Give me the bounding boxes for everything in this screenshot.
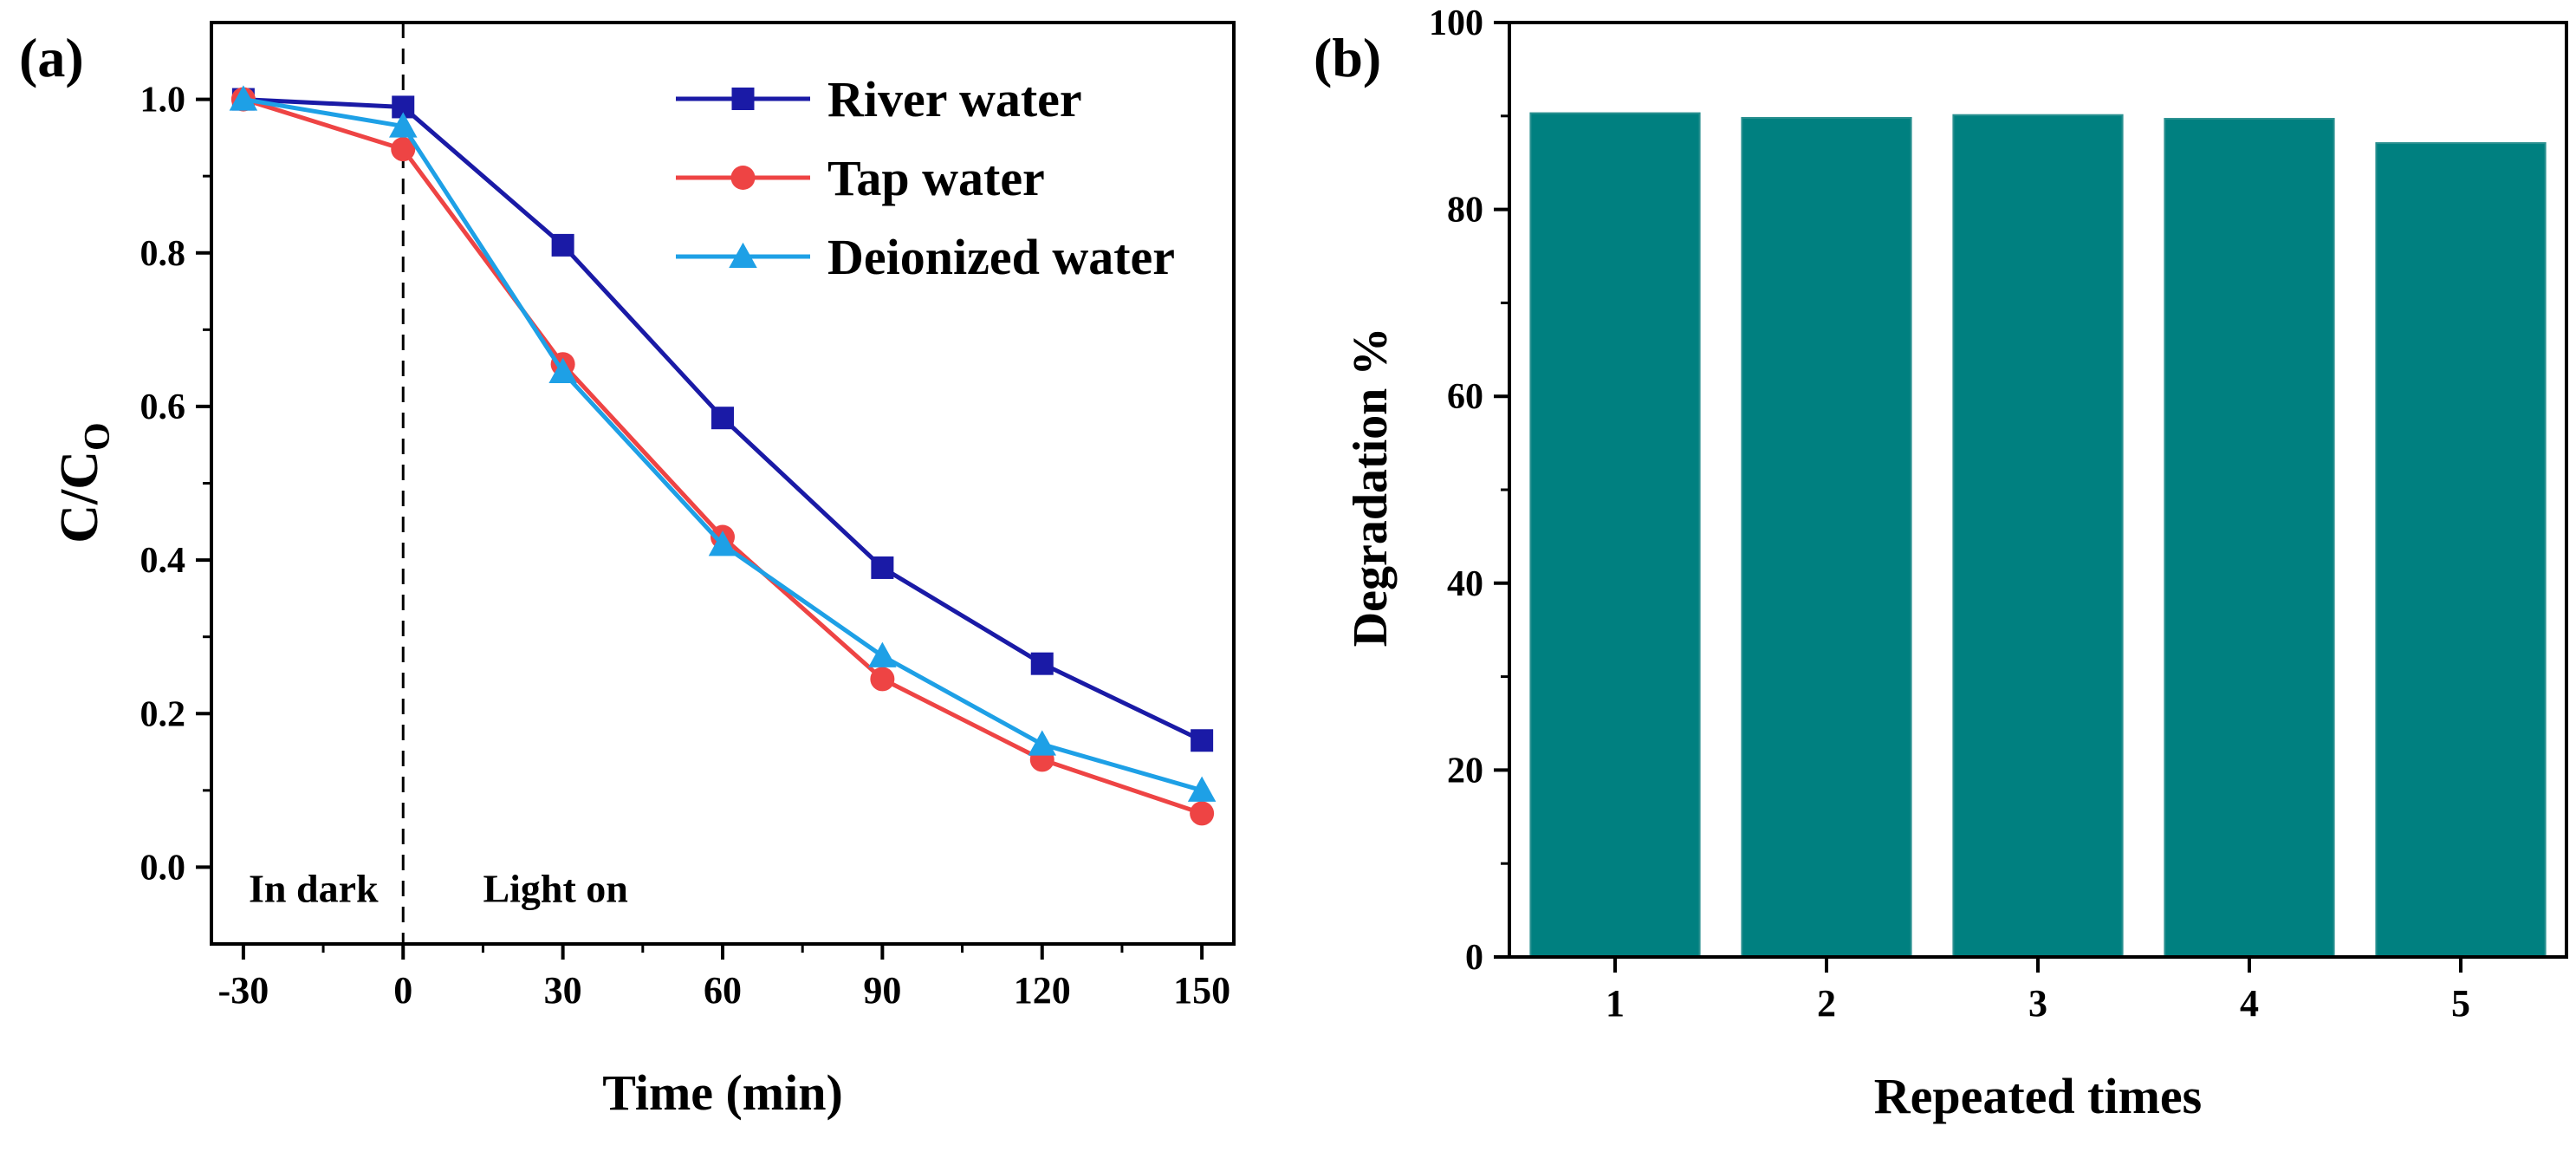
x-tick-label: 30 bbox=[544, 969, 582, 1012]
annotation-light-on: Light on bbox=[483, 866, 627, 910]
legend-entry: Tap water bbox=[676, 150, 1045, 206]
legend-marker bbox=[731, 88, 755, 110]
y-axis-title-subscript: O bbox=[78, 422, 118, 451]
data-point bbox=[1190, 801, 1215, 826]
legend-marker bbox=[730, 166, 756, 190]
legend-label: Tap water bbox=[827, 150, 1045, 206]
y-tick-label: 0.8 bbox=[140, 234, 186, 274]
data-point bbox=[389, 112, 418, 138]
data-point bbox=[871, 556, 894, 579]
y-tick-label: 0.2 bbox=[140, 694, 186, 734]
panel-a-legend: River water Tap water Deionized water bbox=[676, 71, 1175, 285]
data-point bbox=[1028, 730, 1056, 756]
y-tick-label: 0.4 bbox=[140, 541, 186, 581]
data-point bbox=[1191, 729, 1214, 752]
legend-entry: Deionized water bbox=[676, 229, 1175, 285]
x-tick-label: 3 bbox=[2028, 982, 2047, 1025]
bar-repeat-2 bbox=[1741, 116, 1912, 958]
x-tick-label: 60 bbox=[704, 969, 742, 1012]
y-tick-label: 0.6 bbox=[140, 387, 186, 427]
y-tick-label: 40 bbox=[1447, 564, 1483, 604]
x-tick-label: 4 bbox=[2240, 982, 2259, 1025]
panel-a-label: (a) bbox=[19, 27, 84, 88]
y-tick-label: 0.0 bbox=[140, 848, 186, 888]
y-tick-label: 100 bbox=[1429, 3, 1483, 43]
y-tick-label: 1.0 bbox=[140, 81, 186, 120]
data-point bbox=[1030, 652, 1054, 675]
panel-b-y-axis-title: Degradation % bbox=[1344, 328, 1398, 648]
x-tick-label: 5 bbox=[2451, 982, 2470, 1025]
panel-b-label: (b) bbox=[1314, 27, 1381, 88]
y-tick-label: 0 bbox=[1465, 938, 1483, 978]
panel-a-line-chart: (a) 0.00.20.40.60.81.0 -30 0 30 60 90 120 150 … bbox=[19, 21, 1236, 1121]
bar-repeat-3 bbox=[1952, 114, 2124, 959]
data-point bbox=[229, 85, 258, 111]
x-tick-label: 120 bbox=[1014, 969, 1071, 1012]
x-tick-label: 2 bbox=[1817, 982, 1836, 1025]
legend-label: River water bbox=[827, 71, 1082, 127]
x-tick-label: 0 bbox=[393, 969, 412, 1012]
bar-repeat-4 bbox=[2164, 118, 2335, 958]
y-tick-label: 20 bbox=[1447, 751, 1483, 791]
data-point bbox=[870, 667, 895, 692]
x-tick-label: 1 bbox=[1606, 982, 1625, 1025]
legend-marker bbox=[729, 242, 757, 268]
panel-a-y-axis-title: C/CO bbox=[50, 422, 118, 543]
panel-b-x-axis-title: Repeated times bbox=[1874, 1068, 2203, 1124]
x-tick-label: -30 bbox=[218, 969, 269, 1012]
legend-label: Deionized water bbox=[827, 229, 1175, 285]
y-axis-title-main: C/C bbox=[50, 451, 109, 543]
series-tap-water bbox=[230, 87, 1215, 826]
series-line bbox=[243, 97, 1203, 816]
panel-b-bar-chart: (b) 0 20 40 60 80 100 1 2 3 4 5 Repeated times De… bbox=[1314, 3, 2568, 1124]
data-point bbox=[708, 530, 737, 556]
bar-repeat-1 bbox=[1529, 112, 1701, 959]
data-point bbox=[1187, 776, 1217, 802]
x-tick-label: 150 bbox=[1173, 969, 1230, 1012]
legend-entry: River water bbox=[676, 71, 1082, 127]
panel-a-plot-frame bbox=[210, 21, 1236, 946]
series-line bbox=[243, 97, 1203, 793]
data-point bbox=[551, 233, 574, 257]
x-tick-label: 90 bbox=[863, 969, 901, 1012]
data-point bbox=[711, 407, 734, 430]
annotation-in-dark: In dark bbox=[249, 866, 379, 910]
y-tick-label: 80 bbox=[1447, 191, 1483, 231]
data-point bbox=[548, 357, 577, 384]
bar-repeat-5 bbox=[2375, 142, 2547, 958]
panel-a-x-axis-title: Time (min) bbox=[602, 1064, 843, 1121]
series-river-water bbox=[231, 88, 1214, 752]
series-deionized-water bbox=[229, 85, 1217, 802]
data-point bbox=[868, 641, 897, 667]
data-point bbox=[391, 137, 416, 162]
y-tick-label: 60 bbox=[1447, 377, 1483, 417]
